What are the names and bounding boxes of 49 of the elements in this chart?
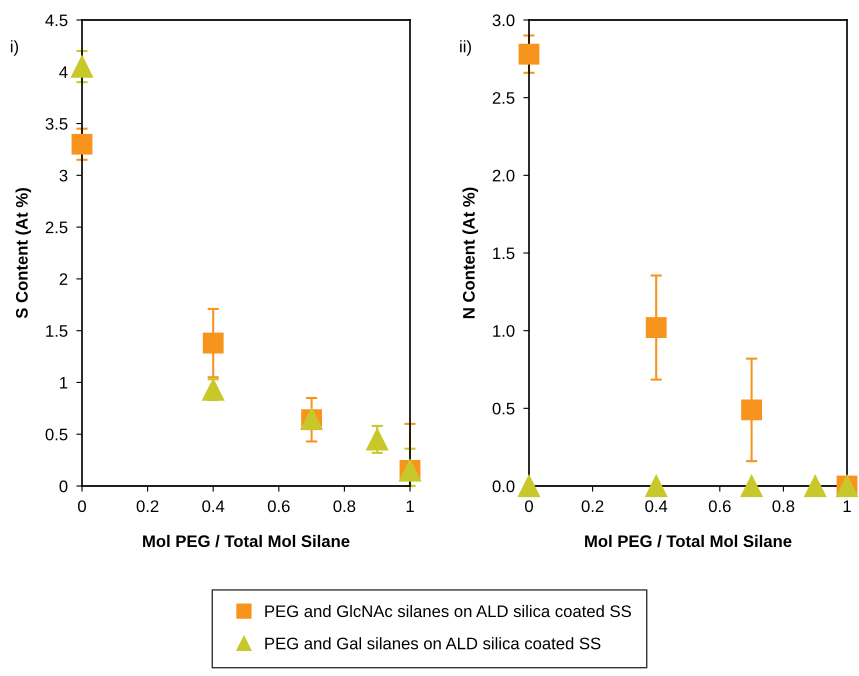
y-tick-label: 0.0 <box>492 480 514 492</box>
y-axis-title: N Content (At %) <box>462 188 478 318</box>
x-tick-label: 1 <box>844 500 851 512</box>
y-tick-label: 2.0 <box>492 170 514 182</box>
point <box>645 474 668 498</box>
x-tick-label: 0 <box>525 500 533 512</box>
y-tick-label: 2.5 <box>46 222 68 234</box>
y-tick-label: 0 <box>59 480 68 492</box>
x-axis-title: Mol PEG / Total Mol Silane <box>143 534 350 548</box>
text: ii) <box>460 40 471 56</box>
point <box>804 474 826 498</box>
x-tick-label: 0.8 <box>772 500 794 512</box>
y-tick-label: 2.5 <box>492 92 514 104</box>
point <box>70 55 94 78</box>
point <box>518 44 540 65</box>
point <box>518 474 540 498</box>
x-tick-label: 0.6 <box>708 500 731 512</box>
x-tick-label: 0.2 <box>136 500 158 512</box>
y-tick-label: 4 <box>59 66 68 78</box>
y-tick-label: 0.5 <box>46 428 68 440</box>
x-tick-label: 0 <box>78 500 86 512</box>
y-tick-label: 1.0 <box>493 325 514 337</box>
x-axis-title: Mol PEG / Total Mol Silane <box>585 534 792 548</box>
x-tick-label: 1 <box>406 500 414 512</box>
legend-label: PEG and GlcNAc silanes on ALD silica coated SS <box>265 604 631 618</box>
legend-label: PEG and Gal silanes on ALD silica coated SS <box>265 637 600 650</box>
y-tick-label: 3 <box>59 170 68 182</box>
point <box>202 332 224 354</box>
point <box>740 474 763 498</box>
y-tick-label: 3.0 <box>492 14 514 26</box>
x-tick-label: 0.2 <box>582 500 604 512</box>
x-tick-label: 0.4 <box>202 500 224 512</box>
y-tick-label: 1 <box>60 377 68 388</box>
y-tick-label: 1.5 <box>493 248 514 260</box>
point <box>741 399 762 420</box>
text: i) <box>10 40 18 56</box>
x-tick-label: 0.8 <box>333 500 356 512</box>
point <box>366 428 388 451</box>
y-tick-label: 1.5 <box>46 325 68 337</box>
point <box>202 378 224 401</box>
point <box>72 134 92 155</box>
y-tick-label: 2 <box>60 273 68 285</box>
y-tick-label: 3.5 <box>46 118 68 130</box>
y-tick-label: 4.5 <box>45 14 68 26</box>
point <box>646 317 667 338</box>
x-tick-label: 0.6 <box>268 500 290 512</box>
y-tick-label: 0.5 <box>492 402 514 415</box>
x-tick-label: 0.4 <box>645 500 668 512</box>
y-axis-title: S Content (At %) <box>16 188 32 318</box>
